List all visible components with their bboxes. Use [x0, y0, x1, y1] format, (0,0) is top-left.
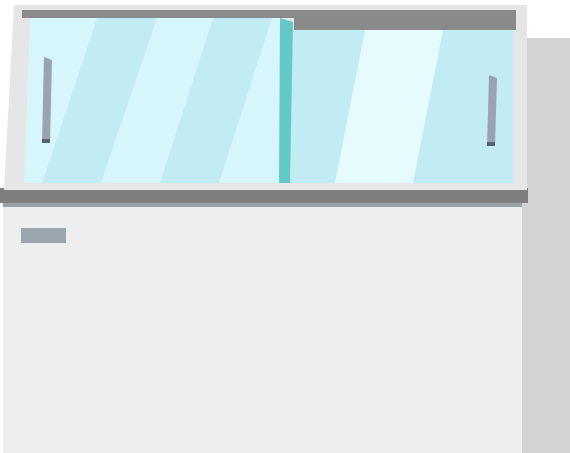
cabinet-side-panel [520, 38, 570, 453]
lid-base-bar [0, 188, 528, 203]
door-handle-icon[interactable] [487, 75, 497, 146]
glass-door-left-reflection-2 [160, 18, 272, 183]
glass-door-right-reflection [335, 30, 443, 183]
cabinet-body [3, 203, 522, 453]
label-plate [21, 228, 66, 243]
frame-inner-ledge [22, 10, 516, 30]
door-handle-icon[interactable] [42, 57, 52, 143]
glass-door-left-reflection-1 [42, 18, 157, 183]
lid-base-underline [3, 203, 522, 207]
glass-door-edge [279, 18, 293, 183]
